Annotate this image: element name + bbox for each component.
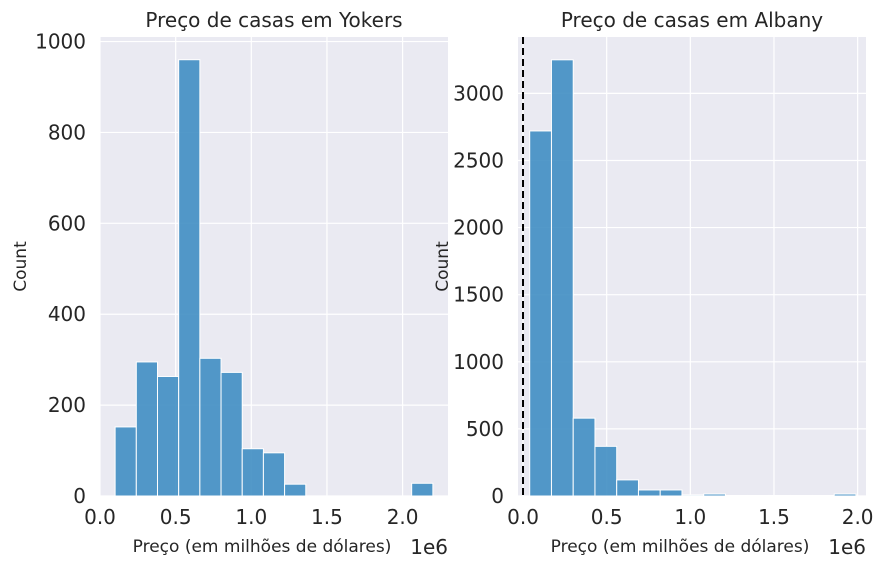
x-tick-label: 2.0 xyxy=(387,505,419,529)
histogram-bar xyxy=(550,59,574,497)
y-tick-label: 800 xyxy=(48,120,86,144)
chart-title: Preço de casas em Yokers xyxy=(145,8,402,32)
x-offset-label: 1e6 xyxy=(410,535,448,559)
histogram-bar xyxy=(790,494,813,497)
histogram-bar xyxy=(411,482,434,497)
bars xyxy=(529,59,857,497)
histogram-bar xyxy=(659,489,683,497)
y-tick-label: 500 xyxy=(466,417,504,441)
y-tick-label: 200 xyxy=(48,393,86,417)
y-axis-label: Count xyxy=(11,241,31,292)
histogram-bar xyxy=(637,489,661,497)
y-tick-label: 400 xyxy=(48,302,86,326)
histogram-bar xyxy=(724,494,748,497)
histogram-bar xyxy=(833,493,857,497)
histogram-bar xyxy=(135,361,158,497)
histogram-bar xyxy=(178,59,201,497)
y-tick-label: 1500 xyxy=(453,283,504,307)
histogram-bar xyxy=(284,483,307,497)
y-ticks: 0 200 400 600 800 1000 xyxy=(35,30,86,508)
histogram-bar xyxy=(262,452,286,497)
chart-yokers: 0 200 400 600 800 1000 0.0 0.5 1.0 1.5 2.0 Preço … xyxy=(11,8,448,559)
y-tick-label: 3000 xyxy=(453,81,504,105)
chart-albany: 0 500 1000 1500 2000 2500 3000 0.0 0.5 1.0 1.5 2.0… xyxy=(433,8,874,559)
x-tick-label: 1.0 xyxy=(674,505,706,529)
y-tick-label: 1000 xyxy=(35,30,86,54)
histogram-bar xyxy=(114,426,137,497)
x-offset-label: 1e6 xyxy=(828,535,866,559)
histogram-bar xyxy=(746,494,770,497)
histogram-bar xyxy=(199,357,222,497)
y-axis-label: Count xyxy=(433,241,453,292)
y-tick-label: 2000 xyxy=(453,216,504,240)
x-tick-label: 0.0 xyxy=(84,505,116,529)
x-tick-label: 1.5 xyxy=(758,505,790,529)
histogram-bar xyxy=(529,130,552,497)
gridlines xyxy=(99,37,448,497)
histogram-bar xyxy=(220,371,243,497)
y-tick-label: 600 xyxy=(48,211,86,235)
y-tick-label: 0 xyxy=(491,484,504,508)
x-tick-label: 0.5 xyxy=(160,505,192,529)
x-ticks: 0.0 0.5 1.0 1.5 2.0 xyxy=(84,505,418,529)
x-tick-label: 1.5 xyxy=(311,505,343,529)
histogram-bar xyxy=(156,375,180,497)
x-tick-label: 0.0 xyxy=(507,505,539,529)
histogram-bar xyxy=(703,493,726,497)
x-ticks: 0.0 0.5 1.0 1.5 2.0 xyxy=(507,505,873,529)
histogram-bar xyxy=(594,445,618,497)
x-axis-label: Preço (em milhões de dólares) xyxy=(551,537,810,557)
bars xyxy=(114,59,434,497)
histogram-bar xyxy=(572,417,596,497)
y-ticks: 0 500 1000 1500 2000 2500 3000 xyxy=(453,81,504,508)
x-tick-label: 0.5 xyxy=(591,505,623,529)
y-tick-label: 1000 xyxy=(453,350,504,374)
x-tick-label: 1.0 xyxy=(235,505,267,529)
x-tick-label: 2.0 xyxy=(842,505,874,529)
y-tick-label: 0 xyxy=(73,484,86,508)
histogram-bar xyxy=(768,494,792,497)
histogram-bar xyxy=(241,448,264,497)
chart-title: Preço de casas em Albany xyxy=(561,8,823,32)
histogram-bar xyxy=(681,494,705,497)
x-axis-label: Preço (em milhões de dólares) xyxy=(133,537,392,557)
histogram-bar xyxy=(811,494,835,497)
histogram-bar xyxy=(616,479,639,497)
y-tick-label: 2500 xyxy=(453,148,504,172)
